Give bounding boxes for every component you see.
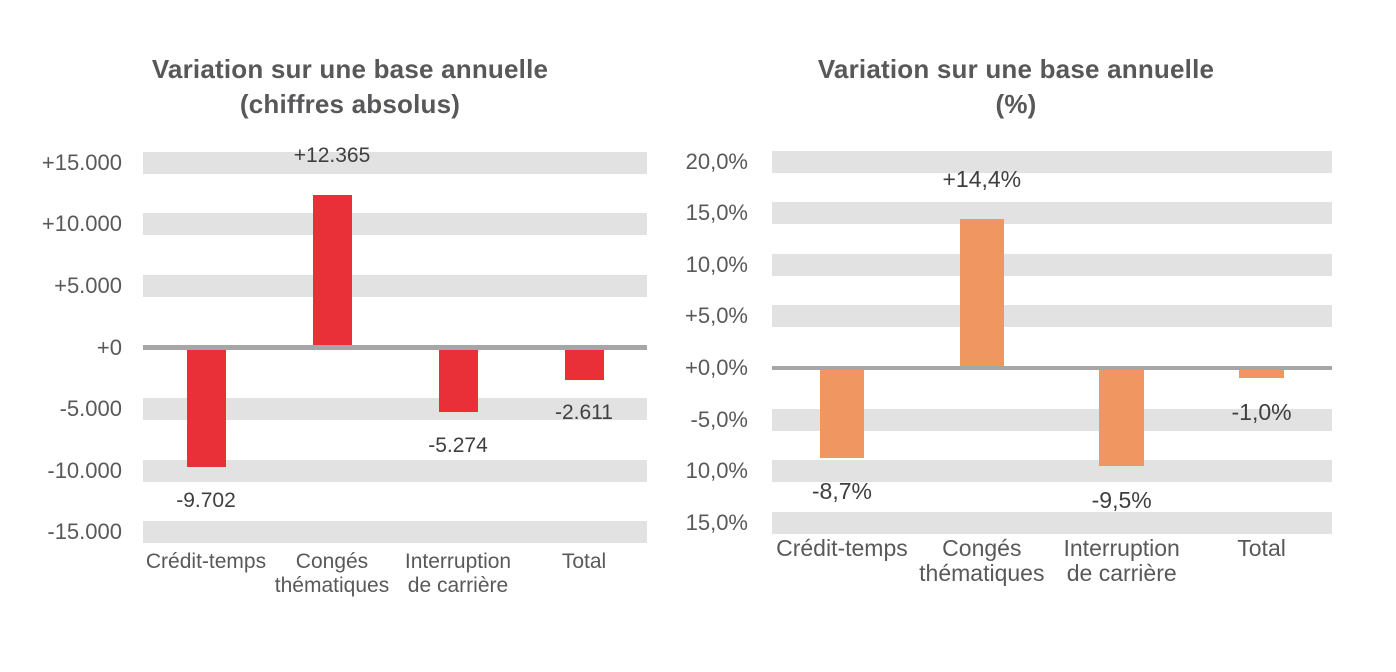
y-axis-tick-label: +5,0% (685, 303, 748, 329)
y-axis-tick-label: +5.000 (54, 272, 122, 298)
category-label-conges-thematiques: Congés thématiques (872, 536, 1092, 586)
category-label-line: de carrière (407, 573, 509, 597)
bar-value-label-total: -2.611 (555, 401, 613, 425)
category-label-line: Congés (295, 550, 369, 573)
gridline-band (772, 150, 1332, 173)
category-label-credit-temps: Crédit-temps (732, 536, 952, 561)
category-label-line: Total (1237, 535, 1286, 561)
y-axis-tick-label: -10.000 (47, 457, 122, 483)
bar-conges-thematiques (312, 195, 352, 348)
y-axis-tick-label: 20,0% (685, 148, 748, 174)
category-label-line: Interruption (404, 550, 512, 573)
bar-value-label-credit-temps: -9.702 (176, 488, 236, 512)
zero-axis-line (143, 345, 647, 350)
category-label-line: Crédit-temps (145, 550, 267, 573)
category-label-line: Crédit-temps (776, 535, 908, 561)
gridline-band (772, 305, 1332, 328)
gridline-band (772, 460, 1332, 483)
bar-value-label-interruption-de-carriere: -9,5% (1091, 486, 1152, 513)
category-label-conges-thematiques: Congés thématiques (222, 550, 442, 597)
bar-value-label-conges-thematiques: +14,4% (942, 166, 1022, 193)
chart-title: Variation sur une base annuelle (chiffres… (40, 52, 660, 122)
category-label-interruption-de-carriere: Interruption de carrière (1012, 536, 1232, 586)
y-axis-tick-label: 10,0% (685, 251, 748, 277)
gridline-band (143, 213, 647, 236)
category-label-line: de carrière (1066, 560, 1177, 586)
category-label-line: Congés (942, 535, 1022, 561)
gridline-band (772, 202, 1332, 225)
y-axis-tick-label: 10,0% (685, 458, 748, 484)
gridline-band (143, 459, 647, 482)
y-axis-tick-label: +10.000 (41, 211, 122, 237)
y-axis-tick-label: -5,0% (690, 406, 748, 432)
chart-title-line: Variation sur une base annuelle (151, 54, 549, 84)
bar-interruption-de-carriere (1099, 368, 1144, 467)
chart-title: Variation sur une base annuelle (%) (706, 52, 1326, 122)
chart-title-line: (chiffres absolus) (239, 89, 461, 119)
bar-total (564, 347, 604, 380)
y-axis-tick-label: 15,0% (685, 509, 748, 535)
zero-axis-line (772, 365, 1332, 370)
bar-credit-temps (186, 347, 226, 468)
y-axis-tick-label: +15.000 (41, 149, 122, 175)
gridline-band (772, 511, 1332, 534)
gridline-band (772, 408, 1332, 431)
category-label-credit-temps: Crédit-temps (96, 550, 316, 574)
y-axis-tick-label: 15,0% (685, 200, 748, 226)
y-axis-tick-label: +0 (96, 334, 122, 360)
bar-value-label-interruption-de-carriere: -5.274 (428, 433, 488, 457)
bar-value-label-conges-thematiques: +12.365 (293, 144, 371, 168)
category-label-interruption-de-carriere: Interruption de carrière (348, 550, 568, 597)
category-label-line: Interruption (1063, 535, 1180, 561)
bar-credit-temps (819, 368, 865, 458)
bar-total (1239, 368, 1284, 379)
gridline-band (143, 151, 647, 174)
category-label-line: thématiques (274, 573, 390, 597)
category-label-line: Total (561, 550, 607, 573)
chart-title-line: (%) (995, 89, 1037, 119)
gridline-band (772, 253, 1332, 276)
category-label-line: thématiques (919, 560, 1045, 586)
y-axis-tick-label: -5.000 (59, 396, 122, 422)
category-label-total: Total (1152, 536, 1372, 561)
bar-value-label-total: -1,0% (1231, 398, 1292, 425)
bar-conges-thematiques (959, 219, 1005, 368)
bar-interruption-de-carriere (438, 347, 478, 413)
gridline-band (143, 521, 647, 544)
y-axis-tick-label: -15.000 (47, 519, 122, 545)
gridline-band (143, 274, 647, 297)
category-label-total: Total (474, 550, 694, 574)
bar-value-label-credit-temps: -8,7% (811, 478, 872, 505)
gridline-band (143, 398, 647, 421)
y-axis-tick-label: +0,0% (685, 355, 748, 380)
chart-title-line: Variation sur une base annuelle (817, 54, 1215, 84)
